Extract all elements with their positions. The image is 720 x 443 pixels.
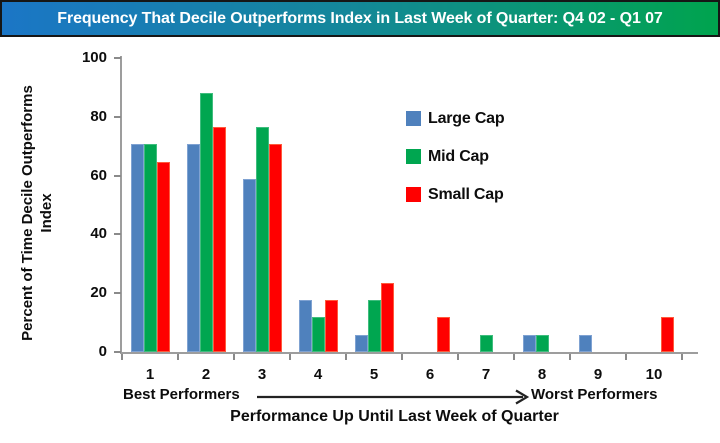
- bar-midcap-decile-4: [311, 317, 325, 352]
- bar-smallcap-decile-5: [380, 282, 394, 352]
- x-axis-category-label: 8: [537, 366, 547, 383]
- bar-largecap-decile-8: [522, 334, 536, 352]
- x-axis-category-label: 9: [593, 366, 603, 383]
- legend-swatch-large-cap: [406, 111, 421, 126]
- y-axis-title-line1: Percent of Time Decile Outperforms: [19, 85, 36, 341]
- chart-title: Frequency That Decile Outperforms Index …: [57, 9, 663, 27]
- x-axis-tick: [177, 354, 179, 360]
- x-axis-category-label: 1: [145, 366, 155, 383]
- bar-smallcap-decile-4: [324, 300, 338, 352]
- y-axis-tick: [114, 174, 121, 177]
- x-axis-line: [120, 352, 698, 354]
- x-axis-tick: [233, 354, 235, 360]
- legend-label: Mid Cap: [428, 147, 489, 165]
- y-axis-title-line2: Index: [38, 193, 55, 233]
- bar-smallcap-decile-2: [212, 127, 226, 352]
- legend-swatch-mid-cap: [406, 149, 421, 164]
- bar-smallcap-decile-6: [436, 317, 450, 352]
- y-axis-tick-label: 0: [98, 343, 107, 360]
- y-axis-title: Percent of Time Decile Outperforms Index: [18, 63, 58, 363]
- bar-midcap-decile-8: [535, 334, 549, 352]
- legend-swatch-small-cap: [406, 187, 421, 202]
- y-axis-tick-label: 60: [90, 166, 107, 184]
- x-axis-title: Performance Up Until Last Week of Quarte…: [230, 408, 559, 425]
- bar-largecap-decile-4: [298, 300, 312, 352]
- x-axis-tick: [569, 354, 571, 360]
- x-axis-tick: [345, 354, 347, 360]
- legend-item-mid-cap: Mid Cap: [406, 148, 504, 165]
- legend-item-large-cap: Large Cap: [406, 109, 505, 127]
- x-axis-category-label: 3: [257, 366, 267, 383]
- x-axis-tick: [681, 354, 683, 360]
- legend-label: Small Cap: [428, 185, 504, 203]
- chart-title-bar: Frequency That Decile Outperforms Index …: [0, 0, 720, 37]
- y-axis-tick: [114, 351, 121, 353]
- x-axis-category-label: 7: [481, 366, 491, 383]
- best-performers-label: Best Performers: [123, 386, 240, 403]
- legend-label: Large Cap: [428, 109, 505, 127]
- best-to-worst-arrow-icon: [257, 389, 530, 405]
- y-axis-tick: [114, 233, 121, 236]
- x-axis-tick: [289, 354, 291, 360]
- worst-performers-label: Worst Performers: [531, 386, 658, 403]
- bar-smallcap-decile-10: [660, 317, 674, 352]
- legend: Large Cap Mid Cap Small Cap: [406, 109, 505, 224]
- y-axis-tick: [114, 115, 121, 118]
- x-axis-category-label: 10: [645, 366, 663, 383]
- x-axis-tick: [625, 354, 627, 360]
- y-axis-tick-label: 80: [90, 107, 107, 125]
- x-axis-category-label: 6: [425, 366, 435, 383]
- x-axis-category-label: 2: [201, 366, 211, 383]
- y-axis-tick-label: 20: [90, 284, 107, 302]
- x-axis-tick: [513, 354, 515, 360]
- bar-largecap-decile-2: [186, 144, 200, 352]
- bar-midcap-decile-2: [199, 92, 213, 352]
- y-axis-line: [120, 56, 122, 354]
- bar-largecap-decile-9: [578, 334, 592, 352]
- x-axis-category-label: 5: [369, 366, 379, 383]
- y-axis-tick: [114, 57, 121, 59]
- x-axis-tick: [401, 354, 403, 360]
- bar-midcap-decile-3: [255, 127, 269, 352]
- bar-chart: Percent of Time Decile Outperforms Index…: [0, 37, 720, 443]
- y-axis-tick: [114, 292, 121, 295]
- x-axis-category-label: 4: [313, 366, 323, 383]
- x-axis-tick: [121, 354, 123, 360]
- bar-midcap-decile-5: [367, 300, 381, 352]
- bar-midcap-decile-1: [143, 144, 157, 352]
- legend-item-small-cap: Small Cap: [406, 186, 504, 203]
- x-axis-tick: [457, 354, 459, 360]
- bar-largecap-decile-1: [130, 144, 144, 352]
- bar-largecap-decile-5: [354, 334, 368, 352]
- bar-smallcap-decile-1: [156, 161, 170, 352]
- bar-midcap-decile-7: [479, 334, 493, 352]
- y-axis-tick-label: 40: [90, 225, 107, 243]
- y-axis-tick-label: 100: [81, 49, 107, 66]
- bar-largecap-decile-3: [242, 179, 256, 352]
- bar-smallcap-decile-3: [268, 144, 282, 352]
